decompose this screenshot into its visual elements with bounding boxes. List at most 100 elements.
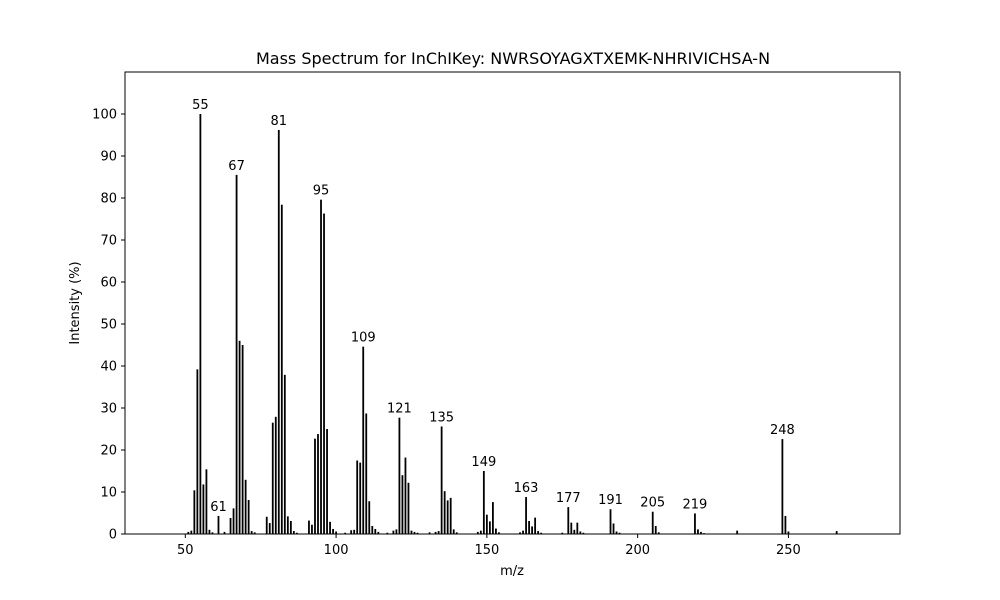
peak-bar-mz-96 (323, 213, 325, 535)
peak-label-191: 191 (598, 493, 623, 508)
peak-bar-mz-97 (326, 429, 328, 534)
peak-bar-mz-72 (250, 531, 253, 534)
peak-bar-mz-103 (344, 532, 347, 534)
peak-bar-mz-54 (196, 369, 199, 534)
peak-label-121: 121 (387, 402, 412, 417)
peak-bar-mz-70 (244, 479, 247, 534)
peak-bar-mz-233 (736, 530, 739, 534)
y-axis-ticks: 0 10 20 30 40 50 60 70 80 90 100 (92, 108, 125, 543)
peak-bar-mz-138 (449, 497, 452, 534)
peak-bar-mz-55 (199, 114, 202, 534)
x-tick-label: 200 (625, 543, 650, 558)
spectrum-bars (187, 114, 838, 535)
peak-bar-mz-175 (561, 532, 564, 534)
peak-bar-mz-52 (190, 530, 193, 534)
peak-label-149: 149 (471, 455, 496, 470)
peak-bar-mz-166 (534, 517, 537, 534)
peak-bar-mz-221 (700, 531, 702, 534)
peak-bar-mz-165 (531, 526, 533, 534)
peak-bar-mz-178 (570, 522, 573, 534)
peak-bar-mz-154 (498, 532, 500, 534)
x-tick-label: 100 (324, 543, 349, 558)
peak-bar-mz-127 (416, 532, 419, 534)
peak-bar-mz-192 (612, 523, 615, 534)
peak-bar-mz-135 (440, 426, 443, 534)
peak-bar-mz-119 (392, 530, 395, 534)
peak-bar-mz-266 (835, 531, 838, 534)
y-tick-label: 20 (100, 444, 117, 459)
x-tick-label: 150 (474, 543, 499, 558)
peak-bar-mz-168 (540, 532, 543, 534)
peak-bar-mz-219 (694, 513, 696, 534)
peak-bar-mz-77 (265, 516, 268, 534)
peak-bar-mz-131 (428, 532, 431, 534)
peak-bar-mz-164 (528, 520, 530, 534)
x-axis-label: m/z (500, 564, 524, 579)
peak-bar-mz-78 (268, 523, 271, 534)
peak-bar-mz-137 (446, 500, 449, 534)
peak-bar-mz-153 (495, 528, 497, 534)
peak-bar-mz-122 (401, 475, 404, 534)
peak-bar-mz-181 (579, 531, 582, 534)
peak-bar-mz-105 (350, 530, 353, 534)
peak-label-205: 205 (640, 496, 665, 511)
peak-bar-mz-182 (582, 532, 585, 534)
peak-bar-mz-86 (292, 531, 295, 534)
y-tick-label: 60 (100, 276, 117, 291)
peak-bar-mz-220 (697, 529, 699, 534)
peak-bar-mz-114 (377, 531, 380, 534)
peak-label-55: 55 (192, 98, 209, 113)
peak-bar-mz-65 (229, 518, 232, 534)
peak-bar-mz-58 (208, 529, 211, 534)
peak-bar-mz-61 (217, 515, 220, 534)
peak-bar-mz-110 (365, 413, 368, 534)
peak-bar-mz-248 (781, 439, 784, 534)
peak-bar-mz-73 (253, 532, 256, 534)
peak-bar-mz-109 (362, 346, 365, 534)
peak-bar-mz-92 (311, 524, 313, 534)
peak-bar-mz-63 (223, 531, 226, 534)
peak-bar-mz-94 (317, 434, 319, 534)
peak-bar-mz-83 (283, 374, 286, 534)
peak-label-81: 81 (271, 114, 288, 129)
peak-bar-mz-205 (651, 511, 654, 534)
peak-bar-mz-194 (618, 532, 621, 534)
peak-bar-mz-59 (211, 532, 214, 534)
peak-bar-mz-81 (277, 129, 280, 534)
peak-bar-mz-120 (395, 529, 398, 534)
peak-bar-mz-148 (479, 530, 482, 534)
y-tick-label: 50 (100, 318, 117, 333)
peak-bar-mz-117 (386, 532, 389, 534)
peak-bar-mz-126 (413, 531, 416, 534)
peak-bar-mz-179 (573, 529, 576, 534)
peak-bar-mz-149 (482, 471, 485, 534)
peak-bar-mz-100 (335, 531, 337, 534)
peak-bar-mz-150 (485, 514, 488, 534)
x-axis-ticks: 50 100 150 200 250 (177, 534, 801, 558)
peak-bar-mz-206 (654, 526, 657, 534)
peak-bar-mz-152 (492, 502, 494, 534)
peak-bar-mz-56 (202, 484, 205, 534)
peak-label-248: 248 (770, 423, 795, 438)
peak-bar-mz-99 (332, 528, 334, 534)
peak-bar-mz-98 (329, 521, 331, 534)
peak-bar-mz-161 (519, 532, 521, 534)
peak-label-67: 67 (228, 159, 245, 174)
peak-labels: 55 61 67 81 95 109 121 135 149 163 177 191 205 219 248 (192, 98, 795, 515)
peak-bar-mz-95 (320, 199, 322, 534)
peak-bar-mz-162 (522, 530, 524, 534)
peak-bar-mz-85 (289, 520, 292, 534)
peak-bar-mz-57 (205, 469, 208, 534)
peak-label-177: 177 (556, 491, 581, 506)
peak-label-163: 163 (514, 481, 539, 496)
peak-bar-mz-134 (437, 531, 440, 534)
peak-bar-mz-111 (368, 501, 371, 534)
peak-bar-mz-71 (247, 499, 250, 534)
peak-bar-mz-193 (615, 531, 618, 534)
peak-label-61: 61 (210, 500, 227, 515)
y-tick-label: 70 (100, 234, 117, 249)
y-tick-label: 30 (100, 402, 117, 417)
peak-label-135: 135 (429, 410, 454, 425)
peak-bar-mz-136 (443, 491, 446, 534)
